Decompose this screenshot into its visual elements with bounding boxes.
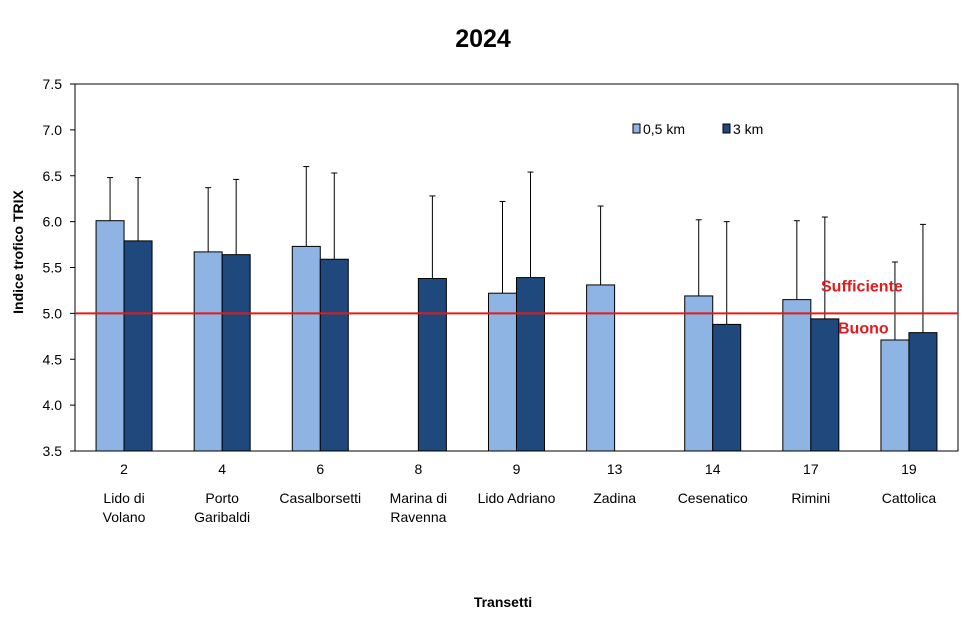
x-tick-name: Cattolica (882, 490, 937, 506)
legend-swatch (722, 123, 731, 134)
bar-0-5km-13 (586, 284, 616, 452)
bar-0-5km-6 (291, 245, 321, 452)
threshold-label-buono: Buono (838, 320, 889, 337)
x-tick-name: Casalborsetti (279, 490, 361, 506)
x-tick-name: Garibaldi (194, 509, 250, 525)
bars-group (95, 220, 938, 452)
x-tick-name: Ravenna (390, 509, 446, 525)
bar-3km-8 (417, 278, 447, 452)
bar-3km-9 (516, 277, 545, 452)
bar-3km-6 (319, 258, 349, 452)
bar-0-5km-19 (880, 339, 910, 452)
y-tick-label: 6.0 (43, 214, 63, 230)
y-tick-label: 4.0 (43, 397, 63, 413)
x-tick-code: 8 (414, 461, 422, 477)
threshold-group: Sufficiente Buono (75, 278, 958, 337)
y-tick-label: 3.5 (43, 443, 63, 459)
x-tick-name: Cesenatico (678, 490, 748, 506)
x-tick-code: 6 (316, 461, 324, 477)
y-axis-title: Indice trofico TRIX (10, 190, 26, 314)
bar-3km-14 (712, 323, 742, 452)
x-tick-name: Lido di (103, 490, 144, 506)
y-tick-label: 5.0 (43, 305, 63, 321)
x-tick-code: 17 (803, 461, 819, 477)
bar-3km-2 (123, 240, 153, 452)
bar-3km-4 (221, 254, 251, 452)
x-tick-name: Zadina (593, 490, 636, 506)
bar-0-5km-14 (684, 295, 714, 452)
x-tick-name: Porto (205, 490, 239, 506)
x-tick-name: Lido Adriano (478, 490, 556, 506)
x-tick-name: Rimini (791, 490, 830, 506)
x-tick-name: Marina di (390, 490, 448, 506)
legend-label: 3 km (733, 121, 763, 137)
y-axis: 3.5 4.0 4.5 5.0 5.5 6.0 6.5 7.0 7.5 (43, 76, 75, 459)
x-axis-title: Transetti (474, 594, 532, 610)
bar-0-5km-4 (193, 251, 223, 452)
x-tick-code: 4 (218, 461, 226, 477)
legend-label: 0,5 km (643, 121, 685, 137)
y-tick-label: 6.5 (43, 168, 63, 184)
x-tick-code: 9 (513, 461, 521, 477)
x-tick-code: 19 (901, 461, 917, 477)
bar-0-5km-2 (95, 220, 125, 452)
y-tick-label: 7.0 (43, 122, 63, 138)
x-tick-code: 14 (705, 461, 721, 477)
y-tick-label: 5.5 (43, 260, 63, 276)
y-tick-label: 4.5 (43, 351, 63, 367)
legend: 0,5 km 3 km (632, 121, 763, 137)
bar-0-5km-17 (782, 299, 812, 452)
x-tick-name: Volano (103, 509, 146, 525)
bar-3km-19 (908, 332, 938, 452)
bar-0-5km-9 (488, 292, 517, 452)
y-tick-label: 7.5 (43, 76, 63, 92)
x-axis: 2 Lido di Volano 4 Porto Garibaldi 6 Casalborse… (103, 461, 937, 525)
x-tick-code: 2 (120, 461, 128, 477)
x-tick-code: 13 (607, 461, 623, 477)
legend-swatch (632, 123, 641, 134)
threshold-label-sufficiente: Sufficiente (821, 278, 903, 295)
error-bars-group (107, 166, 926, 340)
bar-3km-17 (810, 318, 840, 452)
chart-title: 2024 (455, 25, 511, 53)
